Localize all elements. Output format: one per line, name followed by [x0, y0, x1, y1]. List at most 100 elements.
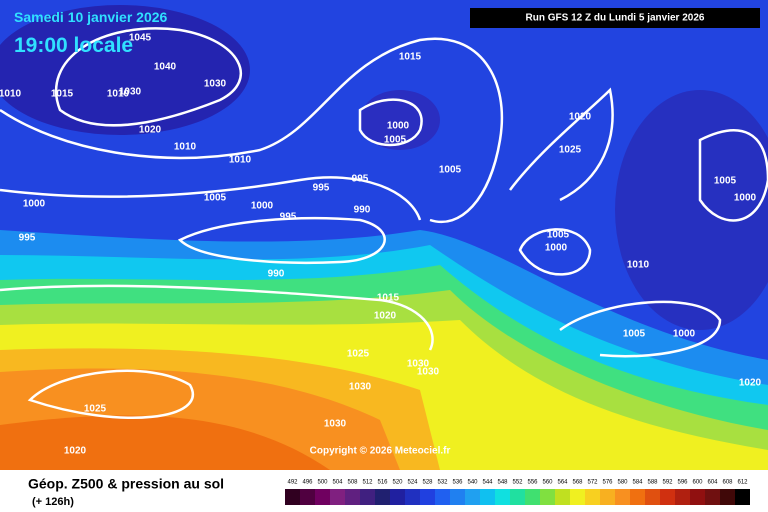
legend-swatch [645, 489, 660, 505]
isobar-label: 1015 [377, 293, 400, 304]
legend-label: 552 [512, 480, 523, 486]
isobar-label: 1045 [129, 33, 152, 44]
legend-label: 604 [707, 480, 718, 486]
legend-label: 492 [287, 480, 298, 486]
isobar-label: 1005 [439, 165, 462, 176]
isobar-label: 995 [352, 174, 369, 185]
legend-label: 580 [617, 480, 628, 486]
legend-label: 520 [392, 480, 403, 486]
isobar-label: 1010 [627, 260, 650, 271]
isobar-label: 1020 [739, 378, 762, 389]
isobar-label: 1000 [387, 121, 410, 132]
legend-swatch [480, 489, 495, 505]
isobar-label: 1025 [84, 404, 107, 415]
legend-swatch [510, 489, 525, 505]
isobar-label: 995 [19, 233, 36, 244]
legend-swatch [345, 489, 360, 505]
isobar-label: 1000 [545, 243, 568, 254]
isobar-label: 1020 [569, 112, 592, 123]
isobar-label: 1030 [324, 419, 347, 430]
legend-label: 560 [542, 480, 553, 486]
legend-swatch [630, 489, 645, 505]
legend-label: 592 [662, 480, 673, 486]
legend: 492 496 500 504 508 512 516 520 524 528 532 536 540 5… [285, 480, 750, 505]
legend-label: 572 [587, 480, 598, 486]
legend-label: 500 [317, 480, 328, 486]
legend-label: 548 [497, 480, 508, 486]
legend-swatch [555, 489, 570, 505]
legend-swatch [375, 489, 390, 505]
isobar-label: 1030 [407, 359, 430, 370]
isobar-label: 1010 [0, 89, 22, 100]
legend-label: 588 [647, 480, 658, 486]
legend-swatch [675, 489, 690, 505]
legend-swatch [525, 489, 540, 505]
isobar-label: 995 [280, 212, 297, 223]
isobar-label: 1000 [23, 199, 46, 210]
isobar-label: 1015 [51, 89, 74, 100]
legend-swatch [360, 489, 375, 505]
legend-label: 576 [602, 480, 613, 486]
legend-swatch [735, 489, 750, 505]
isobar-label: 1000 [734, 193, 757, 204]
legend-label: 608 [722, 480, 733, 486]
isobar-label: 990 [354, 205, 371, 216]
isobar-label: 1005 [547, 230, 570, 241]
isobar-label: 1005 [204, 193, 227, 204]
isobar-label: 1025 [347, 349, 370, 360]
isobar-label: 1010 [107, 89, 130, 100]
legend-label: 528 [422, 480, 433, 486]
legend-label: 512 [362, 480, 373, 486]
legend-swatch [330, 489, 345, 505]
legend-swatch [705, 489, 720, 505]
isobar-label: 1000 [673, 329, 696, 340]
legend-swatch [405, 489, 420, 505]
isobar-label: 1005 [623, 329, 646, 340]
run-box [470, 8, 760, 28]
legend-label: 584 [632, 480, 643, 486]
isobar-label: 1030 [417, 367, 440, 378]
isobar-label: 1030 [204, 79, 227, 90]
legend-label: 612 [737, 480, 748, 486]
forecast-time: 19:00 locale [14, 34, 133, 57]
isobar-label: 990 [268, 269, 285, 280]
isobar-label: 1030 [119, 87, 142, 98]
legend-label: 508 [347, 480, 358, 486]
legend-swatch [300, 489, 315, 505]
legend-swatch [315, 489, 330, 505]
isobar-label: 1025 [559, 145, 582, 156]
footer-lead: (+ 126h) [32, 496, 74, 508]
legend-label: 596 [677, 480, 688, 486]
legend-label: 540 [467, 480, 478, 486]
legend-swatch [570, 489, 585, 505]
legend-label: 544 [482, 480, 493, 486]
legend-swatch [465, 489, 480, 505]
legend-label: 600 [692, 480, 703, 486]
legend-label: 504 [332, 480, 343, 486]
legend-label: 568 [572, 480, 583, 486]
map-background [0, 0, 768, 470]
isobar-label: 1040 [154, 62, 177, 73]
isobar-label: 1030 [349, 382, 372, 393]
isobar-label: 1015 [399, 52, 422, 63]
legend-label: 564 [557, 480, 568, 486]
isobar-lines [0, 27, 768, 419]
footer-title: Géop. Z500 & pression au sol [28, 476, 224, 492]
isobar-label: 1020 [374, 311, 397, 322]
legend-swatch [660, 489, 675, 505]
legend-swatch [285, 489, 300, 505]
legend-swatch [390, 489, 405, 505]
isobar-label: 1005 [384, 135, 407, 146]
isobar-label: 1000 [251, 201, 274, 212]
legend-swatch [615, 489, 630, 505]
isobar-label: 1005 [714, 176, 737, 187]
legend-label: 496 [302, 480, 313, 486]
legend-swatch [720, 489, 735, 505]
legend-label: 536 [452, 480, 463, 486]
forecast-date: Samedi 10 janvier 2026 [14, 9, 168, 25]
legend-swatch [690, 489, 705, 505]
legend-swatch [585, 489, 600, 505]
isobar-label: 1020 [139, 125, 162, 136]
